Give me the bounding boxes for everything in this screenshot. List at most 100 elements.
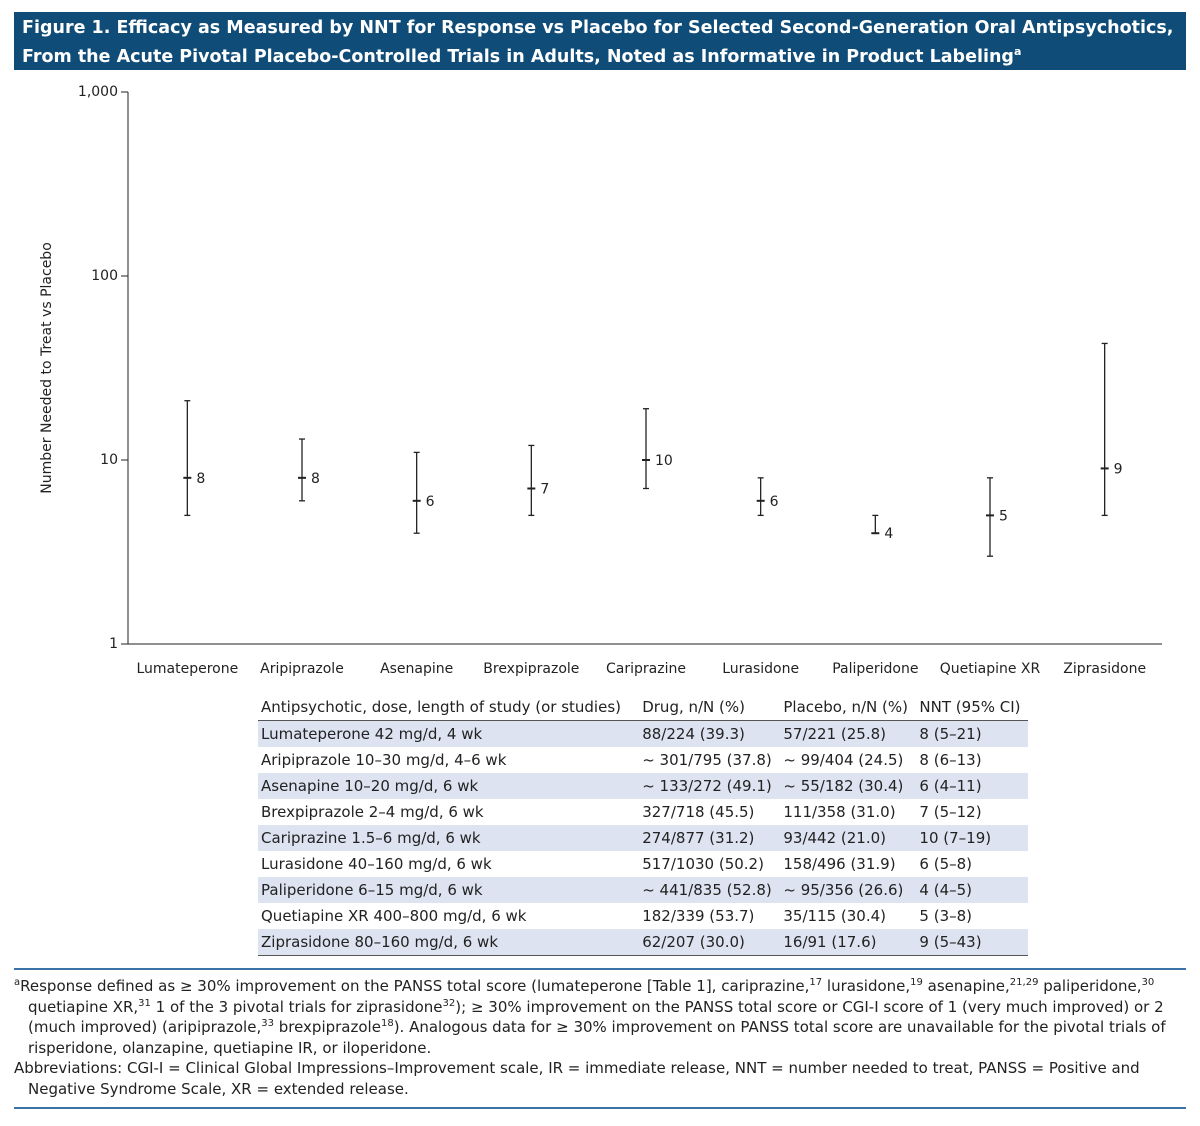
- y-tick-label: 10: [100, 452, 118, 468]
- table-cell: 9 (5–43): [916, 929, 1028, 956]
- column-header: Placebo, n/N (%): [780, 694, 917, 721]
- table-cell: Paliperidone 6–15 mg/d, 6 wk: [261, 881, 483, 899]
- table-cell: Asenapine 10–20 mg/d, 6 wk: [261, 777, 479, 795]
- footnote-sup: 31: [138, 997, 151, 1009]
- table-cell: 274/877 (31.2): [642, 829, 755, 847]
- table-cell: Ziprasidone 80–160 mg/d, 6 wk: [258, 929, 640, 956]
- footnote-text: ). Analogous data for ≥ 30% improvement …: [28, 1018, 1166, 1057]
- footnote-sup: 21,29: [1009, 977, 1039, 988]
- x-tick-label: Lumateperone: [136, 661, 238, 677]
- table-cell: Cariprazine 1.5–6 mg/d, 6 wk: [261, 829, 481, 847]
- value-label: 6: [770, 494, 779, 510]
- table-cell: ~ 95/356 (26.6): [783, 881, 904, 899]
- table-cell: 16/91 (17.6): [780, 929, 917, 956]
- chart: 1 10 100 1,000 Number Needed to Treat vs Pla…: [39, 84, 1162, 677]
- footnote-sup: 17: [809, 977, 823, 988]
- x-tick-label: Asenapine: [380, 661, 453, 677]
- x-tick-label: Ziprasidone: [1063, 661, 1146, 677]
- y-tick-label: 1: [109, 636, 118, 652]
- table-cell: 6 (5–8): [919, 855, 973, 873]
- footnote-sup: 30: [1141, 977, 1155, 988]
- table-cell: Lumateperone 42 mg/d, 4 wk: [261, 725, 483, 743]
- table-cell: 8 (5–21): [919, 725, 982, 743]
- x-tick-label: Cariprazine: [606, 661, 686, 677]
- data-table: Antipsychotic, dose, length of study (or…: [258, 694, 1028, 956]
- footnotes: aResponse defined as ≥ 30% improvement o…: [14, 968, 1186, 1109]
- footnote-sup: 18: [380, 1018, 394, 1029]
- table-row: Paliperidone 6–15 mg/d, 6 wk ~ 441/835 (5…: [258, 877, 1028, 903]
- table-cell: ~ 133/272 (49.1): [642, 777, 772, 795]
- table-body: Lumateperone 42 mg/d, 4 wk 88/224 (39.3) 5…: [258, 720, 1028, 956]
- footnote-text: lurasidone,: [822, 977, 911, 995]
- value-label: 7: [540, 482, 549, 498]
- table-cell: 6 (4–11): [919, 777, 982, 795]
- table-cell: 4 (4–5): [919, 881, 973, 899]
- footnote-text: paliperidone,: [1038, 977, 1142, 995]
- footnote: Abbreviations: CGI-I = Clinical Global I…: [14, 1058, 1186, 1099]
- value-label: 9: [1114, 461, 1123, 477]
- value-label: 10: [655, 453, 673, 469]
- table-cell: 158/496 (31.9): [783, 855, 896, 873]
- table-cell: Brexpiprazole 2–4 mg/d, 6 wk: [261, 803, 484, 821]
- footnote-text: ); ≥ 30% improvement on the PANSS total …: [28, 997, 1164, 1037]
- table-cell: 57/221 (25.8): [783, 725, 887, 743]
- table-cell: Lurasidone 40–160 mg/d, 6 wk: [261, 855, 492, 873]
- value-label: 4: [884, 526, 893, 542]
- value-label: 6: [426, 494, 435, 510]
- x-tick-label: Paliperidone: [832, 661, 918, 677]
- column-header: Drug, n/N (%): [639, 694, 781, 721]
- table-cell: ~ 55/182 (30.4): [783, 777, 904, 795]
- footnote-sup: 19: [910, 977, 923, 988]
- title-sup: a: [1013, 45, 1022, 58]
- footnote-text: quetiapine XR,: [28, 997, 139, 1016]
- table-row: Asenapine 10–20 mg/d, 6 wk ~ 133/272 (49.…: [258, 773, 1028, 799]
- header-row: Antipsychotic, dose, length of study (or…: [258, 694, 1028, 721]
- column-header: NNT (95% CI): [916, 694, 1028, 721]
- table-cell: 62/207 (30.0): [639, 929, 781, 956]
- y-tick-label: 1,000: [78, 84, 118, 100]
- y-axis-label: Number Needed to Treat vs Placebo: [39, 242, 55, 494]
- table-cell: 8 (6–13): [919, 751, 982, 769]
- value-label: 5: [999, 508, 1008, 524]
- table-cell: Aripiprazole 10–30 mg/d, 4–6 wk: [261, 751, 507, 769]
- footnote-text: asenapine,: [922, 977, 1010, 995]
- table-row: Ziprasidone 80–160 mg/d, 6 wk 62/207 (30.…: [258, 929, 1028, 956]
- table-row: Quetiapine XR 400–800 mg/d, 6 wk 182/339 …: [258, 903, 1028, 929]
- table-cell: 35/115 (30.4): [783, 907, 887, 925]
- table-row: Lurasidone 40–160 mg/d, 6 wk 517/1030 (50…: [258, 851, 1028, 877]
- value-label: 8: [196, 471, 205, 487]
- table-cell: Quetiapine XR 400–800 mg/d, 6 wk: [261, 907, 527, 925]
- table-cell: 10 (7–19): [919, 829, 992, 847]
- table-cell: ~ 301/795 (37.8): [642, 751, 772, 769]
- x-tick-label: Quetiapine XR: [940, 661, 1041, 677]
- table-cell: 7 (5–12): [919, 803, 982, 821]
- footnote-sup: a: [14, 977, 21, 988]
- x-tick-label: Aripiprazole: [260, 661, 344, 677]
- table-cell: 182/339 (53.7): [642, 907, 755, 925]
- footnote-sup: 32: [442, 997, 456, 1009]
- table-cell: 517/1030 (50.2): [642, 855, 764, 873]
- table-cell: 111/358 (31.0): [783, 803, 896, 821]
- footnote-text: Response defined as ≥ 30% improvement on…: [20, 977, 810, 995]
- title-bar: Figure 1. Efficacy as Measured by NNT fo…: [14, 12, 1186, 70]
- footnote-text: Abbreviations: CGI-I = Clinical Global I…: [14, 1059, 1140, 1098]
- table-cell: 93/442 (21.0): [783, 829, 887, 847]
- footnote-sup: 33: [261, 1018, 274, 1029]
- x-tick-label: Lurasidone: [722, 661, 799, 677]
- table-row: Cariprazine 1.5–6 mg/d, 6 wk 274/877 (31.…: [258, 825, 1028, 851]
- footnote-text: 1 of the 3 pivotal trials for ziprasidon…: [150, 997, 443, 1016]
- table-cell: 5 (3–8): [919, 907, 973, 925]
- column-header: Antipsychotic, dose, length of study (or…: [258, 694, 640, 721]
- table-cell: 327/718 (45.5): [642, 803, 755, 821]
- value-label: 8: [311, 471, 320, 487]
- table-cell: ~ 441/835 (52.8): [642, 881, 772, 899]
- x-tick-label: Brexpiprazole: [483, 661, 579, 677]
- table-row: Brexpiprazole 2–4 mg/d, 6 wk 327/718 (45.…: [258, 799, 1028, 825]
- table-cell: 88/224 (39.3): [642, 725, 745, 743]
- y-tick-label: 100: [91, 268, 118, 284]
- title: Figure 1. Efficacy as Measured by NNT fo…: [22, 18, 1174, 67]
- footnote-text: brexpiprazole: [273, 1018, 381, 1036]
- table-cell: ~ 99/404 (24.5): [783, 751, 904, 769]
- footnote: aResponse defined as ≥ 30% improvement o…: [14, 976, 1186, 1058]
